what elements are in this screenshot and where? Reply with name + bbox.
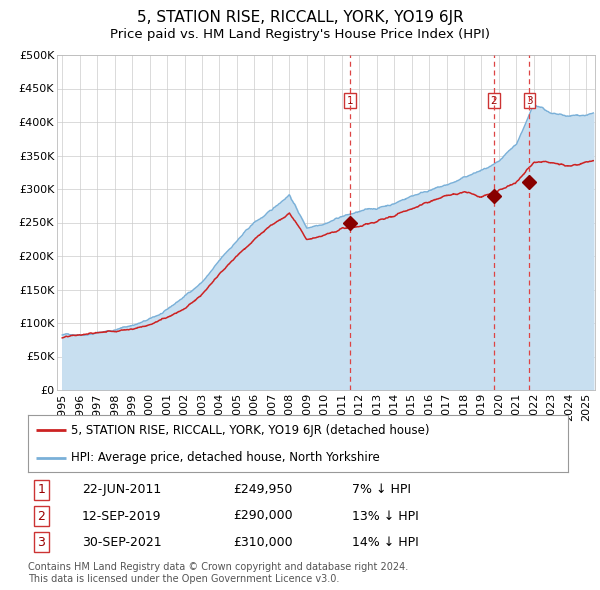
Text: 1: 1 [347,96,353,106]
Text: 3: 3 [38,536,46,549]
Text: 30-SEP-2021: 30-SEP-2021 [82,536,161,549]
Text: £310,000: £310,000 [233,536,293,549]
Text: £290,000: £290,000 [233,510,293,523]
Text: Price paid vs. HM Land Registry's House Price Index (HPI): Price paid vs. HM Land Registry's House … [110,28,490,41]
Text: 13% ↓ HPI: 13% ↓ HPI [352,510,419,523]
Text: 14% ↓ HPI: 14% ↓ HPI [352,536,419,549]
Text: 7% ↓ HPI: 7% ↓ HPI [352,483,411,496]
Text: 2: 2 [490,96,497,106]
Text: 3: 3 [526,96,533,106]
Text: 2: 2 [38,510,46,523]
Text: £249,950: £249,950 [233,483,293,496]
Text: 5, STATION RISE, RICCALL, YORK, YO19 6JR: 5, STATION RISE, RICCALL, YORK, YO19 6JR [137,10,463,25]
Text: Contains HM Land Registry data © Crown copyright and database right 2024.
This d: Contains HM Land Registry data © Crown c… [28,562,408,584]
Text: 1: 1 [38,483,46,496]
Text: 5, STATION RISE, RICCALL, YORK, YO19 6JR (detached house): 5, STATION RISE, RICCALL, YORK, YO19 6JR… [71,424,430,437]
Text: 22-JUN-2011: 22-JUN-2011 [82,483,161,496]
Text: 12-SEP-2019: 12-SEP-2019 [82,510,161,523]
Text: HPI: Average price, detached house, North Yorkshire: HPI: Average price, detached house, Nort… [71,451,380,464]
